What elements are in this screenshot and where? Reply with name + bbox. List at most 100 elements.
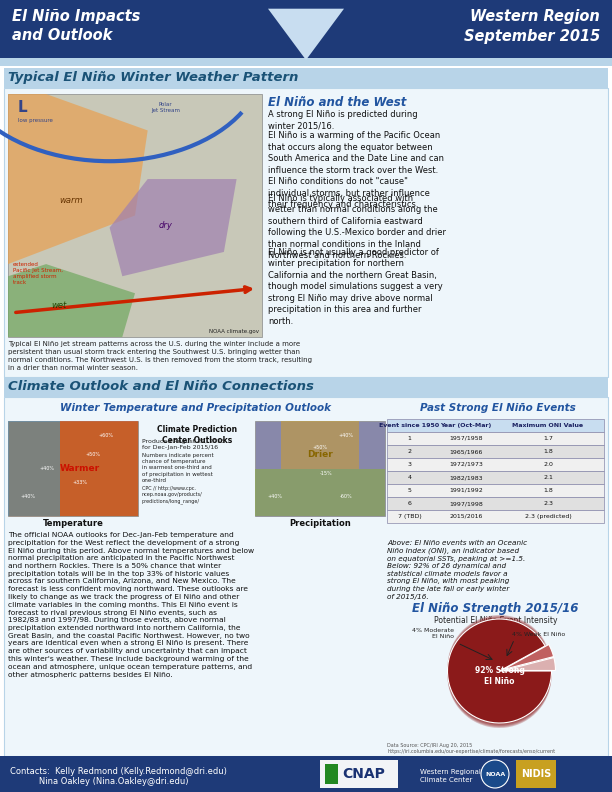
Bar <box>255 421 385 516</box>
Text: 1965/1966: 1965/1966 <box>449 449 483 454</box>
Text: CNAP: CNAP <box>343 767 386 781</box>
Wedge shape <box>499 656 551 669</box>
Text: The official NOAA outlooks for Dec-Jan-Feb temperature and
precipitation for the: The official NOAA outlooks for Dec-Jan-F… <box>8 532 254 677</box>
Polygon shape <box>325 764 338 784</box>
Wedge shape <box>447 619 551 723</box>
Wedge shape <box>499 645 550 670</box>
Wedge shape <box>499 650 550 675</box>
Text: El Niño Impacts
and Outlook: El Niño Impacts and Outlook <box>12 9 140 44</box>
Text: +60%: +60% <box>98 432 113 438</box>
Text: 2.1: 2.1 <box>543 475 553 480</box>
Text: NIDIS: NIDIS <box>521 769 551 779</box>
Bar <box>387 432 604 445</box>
Bar <box>387 445 604 458</box>
Polygon shape <box>110 179 237 276</box>
Wedge shape <box>499 662 551 675</box>
Wedge shape <box>447 621 551 725</box>
Wedge shape <box>499 654 551 667</box>
Bar <box>516 760 556 788</box>
Text: 1972/1973: 1972/1973 <box>449 462 483 467</box>
Text: Climate Outlook and El Niño Connections: Climate Outlook and El Niño Connections <box>8 380 314 394</box>
Text: 4% Weak El Niño: 4% Weak El Niño <box>512 632 565 637</box>
Bar <box>387 458 604 471</box>
Bar <box>4 68 608 88</box>
Bar <box>387 471 604 484</box>
Bar <box>387 484 604 497</box>
Text: Above: El Niño events with an Oceanic
Niño Index (ONI), an indicator based
on eq: Above: El Niño events with an Oceanic Ni… <box>387 540 527 600</box>
Polygon shape <box>8 264 135 337</box>
Wedge shape <box>499 657 551 670</box>
Text: Past Strong El Niño Events: Past Strong El Niño Events <box>420 403 575 413</box>
Text: Climate Prediction
Center Outlooks: Climate Prediction Center Outlooks <box>157 425 237 445</box>
Text: 1: 1 <box>408 436 411 441</box>
Wedge shape <box>499 644 550 669</box>
Text: -15%: -15% <box>320 470 333 476</box>
Wedge shape <box>499 655 551 668</box>
Wedge shape <box>447 619 551 723</box>
Text: low pressure: low pressure <box>18 118 53 123</box>
Text: El Niño is a warming of the Pacific Ocean
that occurs along the equator between
: El Niño is a warming of the Pacific Ocea… <box>268 131 444 209</box>
Bar <box>281 421 359 469</box>
Text: +40%: +40% <box>267 494 282 500</box>
Text: Maximum ONI Value: Maximum ONI Value <box>512 423 584 428</box>
Wedge shape <box>499 643 550 668</box>
Bar <box>387 419 604 432</box>
Wedge shape <box>447 616 551 720</box>
Text: Precipitation: Precipitation <box>289 519 351 528</box>
Text: Contacts:  Kelly Redmond (Kelly.Redmond@dri.edu): Contacts: Kelly Redmond (Kelly.Redmond@d… <box>10 767 227 776</box>
Text: El Niño is not usually a good predictor of
winter precipitation for northern
Cal: El Niño is not usually a good predictor … <box>268 248 442 326</box>
Bar <box>60 421 138 516</box>
Wedge shape <box>499 659 551 672</box>
Text: extended
Pacific Jet Stream,
amplified storm
track: extended Pacific Jet Stream, amplified s… <box>13 262 63 284</box>
Text: +40%: +40% <box>40 466 54 471</box>
Text: Data Source: CPC/IRI Aug 20, 2015
https://iri.columbia.edu/our-expertise/climate: Data Source: CPC/IRI Aug 20, 2015 https:… <box>387 743 555 754</box>
Text: Polar
Jet Stream: Polar Jet Stream <box>151 102 180 113</box>
Text: 1991/1992: 1991/1992 <box>449 488 483 493</box>
Wedge shape <box>499 651 550 676</box>
Wedge shape <box>447 620 551 724</box>
Text: 1.7: 1.7 <box>543 436 553 441</box>
Bar <box>8 421 60 516</box>
Bar <box>387 497 604 510</box>
Wedge shape <box>447 624 551 728</box>
Text: -60%: -60% <box>340 494 353 500</box>
Text: Event since 1950: Event since 1950 <box>379 423 439 428</box>
Text: 2.0: 2.0 <box>543 462 553 467</box>
Wedge shape <box>447 617 551 721</box>
Text: 1.8: 1.8 <box>543 449 553 454</box>
Text: 4: 4 <box>408 475 411 480</box>
Bar <box>255 469 385 516</box>
Text: 2.3: 2.3 <box>543 501 553 506</box>
Text: A strong El Niño is predicted during
winter 2015/16.: A strong El Niño is predicted during win… <box>268 110 417 131</box>
Text: dry: dry <box>159 221 173 230</box>
Text: 1957/1958: 1957/1958 <box>449 436 483 441</box>
Text: Warmer: Warmer <box>59 464 100 473</box>
Circle shape <box>481 760 509 788</box>
Wedge shape <box>499 649 550 674</box>
Text: 2.3 (predicted): 2.3 (predicted) <box>524 514 572 519</box>
Wedge shape <box>447 615 551 719</box>
Text: Typical El Niño jet stream patterns across the U.S. during the winter include a : Typical El Niño jet stream patterns acro… <box>8 341 312 371</box>
Text: warm: warm <box>60 196 83 205</box>
Text: El Niño and the West: El Niño and the West <box>268 96 406 109</box>
Text: 6: 6 <box>408 501 411 506</box>
Text: +50%: +50% <box>313 445 327 450</box>
Text: +33%: +33% <box>72 480 87 485</box>
Wedge shape <box>499 642 550 667</box>
Wedge shape <box>499 646 550 671</box>
Text: Drier: Drier <box>307 450 333 459</box>
Text: 5: 5 <box>408 488 411 493</box>
Text: wet: wet <box>51 301 67 310</box>
Text: +40%: +40% <box>338 432 354 438</box>
Wedge shape <box>499 658 551 671</box>
Wedge shape <box>499 661 551 674</box>
Text: +50%: +50% <box>85 451 100 457</box>
Bar <box>320 760 398 788</box>
Text: 2015/2016: 2015/2016 <box>449 514 483 519</box>
Text: 7 (TBD): 7 (TBD) <box>398 514 422 519</box>
Text: 1997/1998: 1997/1998 <box>449 501 483 506</box>
Text: Western Regional: Western Regional <box>420 769 481 775</box>
Text: 92% Strong
El Niño: 92% Strong El Niño <box>474 666 524 686</box>
Bar <box>0 0 612 58</box>
Text: Potential El Niño Event Intensity: Potential El Niño Event Intensity <box>434 616 558 625</box>
